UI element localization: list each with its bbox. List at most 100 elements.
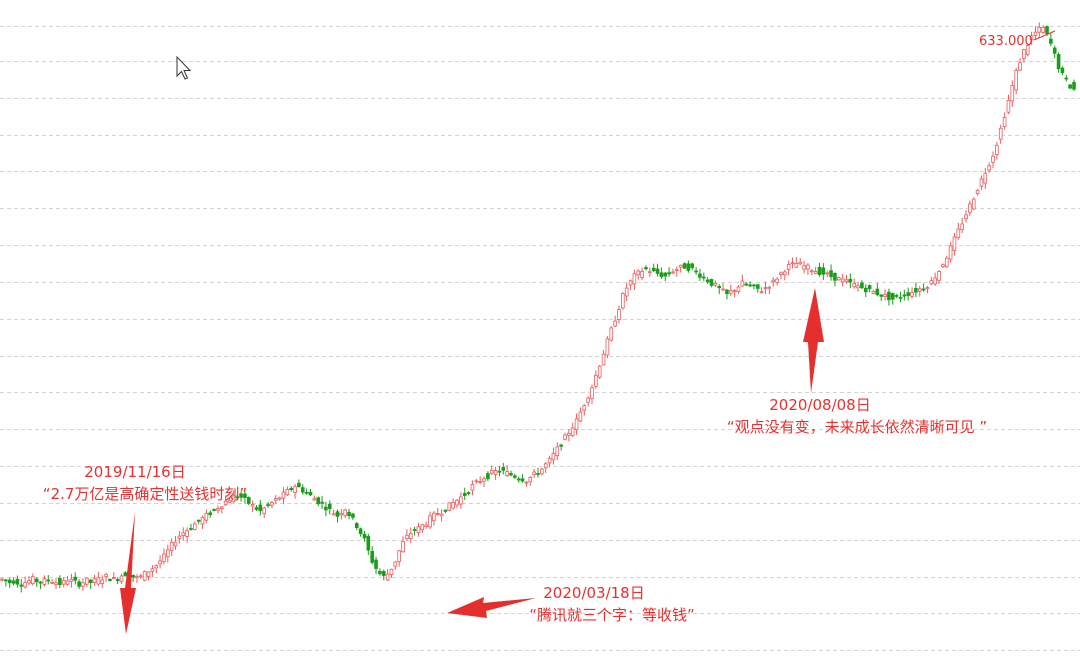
candle-down (320, 501, 324, 504)
peak-label-leader-line (1033, 30, 1056, 41)
candle-down (351, 513, 355, 518)
candle-up (809, 270, 814, 273)
candle-down (694, 270, 698, 273)
candle-up (1006, 99, 1011, 113)
candle-up (135, 576, 139, 579)
candle-up (250, 504, 255, 507)
candle-up (771, 279, 776, 282)
candle-up (621, 293, 625, 309)
candle-up (532, 471, 536, 475)
candle-down (1064, 77, 1069, 80)
candle-up (177, 535, 182, 539)
candle-up (975, 190, 980, 195)
candle-up (540, 468, 544, 475)
candle-down (702, 276, 706, 279)
candle-up (1002, 117, 1007, 127)
candle-down (7, 579, 12, 584)
candle-up (917, 288, 922, 292)
candle-up (416, 526, 421, 534)
candle-up (185, 530, 189, 537)
candle-up (968, 203, 972, 213)
candle-up (567, 432, 571, 436)
candle-up (432, 512, 436, 522)
annotation-1-arrow (120, 512, 136, 634)
candle-up (852, 282, 857, 288)
candle-up (956, 228, 961, 239)
candle-down (663, 272, 668, 277)
candle-down (848, 278, 853, 283)
candle-down (559, 444, 563, 447)
candle-down (77, 581, 81, 587)
candle-up (181, 532, 186, 536)
candle-down (875, 288, 880, 296)
candle-down (412, 529, 417, 531)
candle-up (736, 286, 741, 292)
candle-down (196, 519, 201, 522)
candle-up (85, 577, 89, 585)
candle-up (439, 513, 444, 517)
candle-down (659, 272, 664, 278)
candle-down (520, 478, 525, 482)
candle-up (150, 568, 155, 572)
candle-up (408, 532, 413, 540)
candle-up (435, 513, 440, 515)
candle-up (277, 497, 282, 500)
candle-up (844, 279, 849, 283)
candle-up (551, 452, 556, 461)
candle-down (709, 279, 714, 286)
candle-down (867, 285, 872, 290)
candle-down (38, 581, 43, 584)
candle-up (563, 434, 567, 440)
candle-down (860, 282, 864, 289)
candle-down (690, 263, 695, 269)
candle-up (570, 427, 575, 436)
candle-down (644, 267, 648, 270)
candle-up (204, 512, 209, 521)
candle-up (798, 262, 803, 265)
candle-up (293, 486, 297, 493)
candle-up (806, 264, 810, 270)
candle-down (466, 492, 471, 495)
candle-up (92, 578, 97, 584)
candle-down (752, 284, 756, 287)
candle-down (651, 267, 656, 272)
candle-down (189, 528, 193, 530)
candle-up (489, 470, 494, 474)
candle-down (4, 579, 8, 582)
candle-up (636, 270, 641, 276)
candle-up (1022, 49, 1026, 59)
candle-up (648, 271, 652, 274)
candle-down (516, 478, 521, 481)
candle-down (1072, 81, 1076, 90)
candle-down (73, 576, 78, 581)
candle-up (312, 498, 317, 501)
candle-up (929, 280, 934, 285)
candle-up (628, 280, 633, 286)
candle-up (813, 271, 818, 274)
candle-down (686, 263, 691, 271)
annotation-3-quote: “观点没有变，未来成长依然清晰可见 ” (727, 418, 987, 436)
candle-down (327, 503, 332, 509)
candle-up (597, 365, 602, 378)
candle-up (871, 290, 876, 294)
candle-down (705, 279, 710, 283)
candle-down (381, 570, 386, 576)
candle-down (1045, 26, 1049, 35)
candle-up (960, 223, 964, 231)
candle-up (759, 291, 764, 294)
candle-up (146, 571, 151, 577)
candle-up (952, 236, 957, 251)
candle-down (58, 577, 62, 586)
candle-up (721, 288, 725, 291)
candle-down (725, 289, 729, 295)
candle-down (88, 579, 93, 583)
candle-down (748, 284, 752, 287)
candle-up (505, 471, 509, 477)
candle-down (362, 533, 367, 539)
candle-up (31, 576, 35, 585)
candle-up (401, 541, 405, 553)
annotation-3-arrow (803, 288, 824, 393)
candle-up (987, 165, 991, 171)
candle-up (104, 574, 108, 578)
